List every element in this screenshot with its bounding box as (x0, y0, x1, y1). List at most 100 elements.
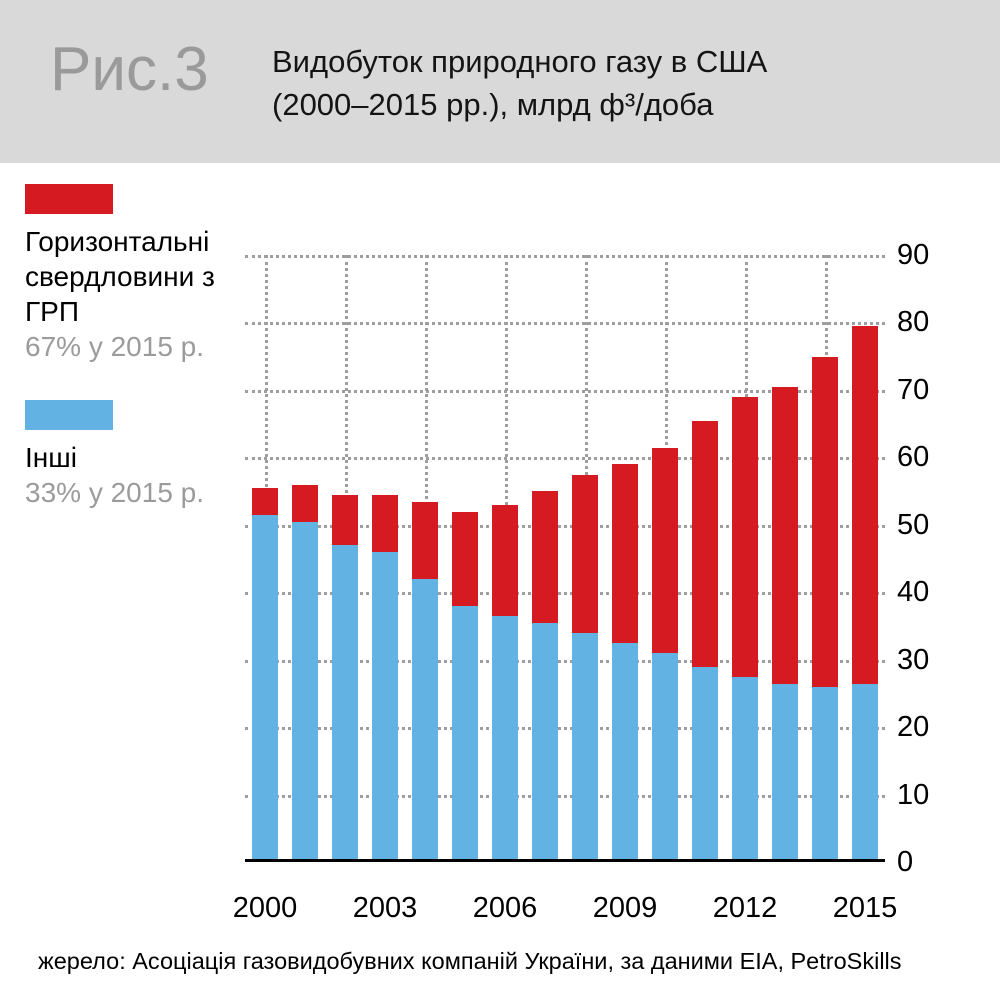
chart-title-line2: (2000–2015 рр.), млрд ф³/доба (272, 87, 714, 122)
gridline-horizontal (245, 389, 885, 393)
x-tick-label: 2006 (472, 892, 538, 924)
y-tick-label: 70 (897, 373, 930, 406)
source-note: жерело: Асоціація газовидобувних компані… (38, 948, 902, 974)
gridline-horizontal (245, 524, 885, 528)
x-tick-label (525, 892, 565, 925)
bar-segment-other (732, 676, 758, 859)
legend-item-other: Інші 33% у 2015 р. (25, 400, 250, 510)
bar-group (325, 255, 365, 859)
bar-group (405, 255, 445, 859)
legend-label: Горизонтальні свердловини з ГРП (25, 226, 215, 327)
bar-group (285, 255, 325, 859)
bar-segment-other (852, 683, 878, 859)
bar-group (245, 255, 285, 859)
legend-swatch-blue (25, 400, 113, 430)
bar-segment-horizontal-wells (452, 511, 478, 607)
bar-segment-horizontal-wells (292, 484, 318, 522)
gridline-horizontal (245, 592, 885, 596)
x-tick-label: 2009 (592, 892, 658, 924)
x-tick-label (285, 892, 325, 925)
y-tick-label: 0 (897, 846, 914, 878)
chart-title-line1: Видобуток природного газу в США (272, 44, 768, 79)
stacked-bar (812, 356, 838, 859)
bar-segment-other (372, 552, 398, 859)
legend-sub-label: 67% у 2015 р. (25, 331, 205, 362)
bar-segment-other (652, 653, 678, 859)
gridline-horizontal (245, 794, 885, 798)
gridline-horizontal (245, 727, 885, 731)
legend-item-horizontal-wells: Горизонтальні свердловини з ГРП 67% у 20… (25, 184, 250, 364)
bar-group (765, 255, 805, 859)
stacked-bar (852, 326, 878, 859)
bar-group (445, 255, 485, 859)
bar-segment-horizontal-wells (852, 326, 878, 684)
y-axis: 0 10 20 30 40 50 60 70 80 90 (897, 239, 972, 878)
x-tick-label (645, 892, 685, 925)
bar-group (645, 255, 685, 859)
y-tick-label: 60 (897, 441, 930, 474)
bar-segment-horizontal-wells (492, 504, 518, 617)
bar-segment-other (492, 616, 518, 859)
stacked-bar (572, 474, 598, 859)
bar-segment-horizontal-wells (412, 501, 438, 580)
bar-group (565, 255, 605, 859)
x-tick-label: 2003 (352, 892, 418, 924)
bar-segment-other (692, 666, 718, 859)
stacked-bar (252, 488, 278, 859)
bar-segment-other (812, 687, 838, 859)
stacked-bar (452, 511, 478, 859)
x-tick-label: 2000 (232, 892, 298, 924)
bar-segment-horizontal-wells (692, 420, 718, 667)
y-tick-label: 40 (897, 576, 930, 609)
stacked-bar (492, 504, 518, 859)
y-tick-label: 50 (897, 508, 930, 541)
figure-number: Рис.3 (50, 35, 209, 104)
bar-group (725, 255, 765, 859)
bar-segment-horizontal-wells (772, 386, 798, 684)
y-tick-label: 80 (897, 306, 930, 339)
gridline-horizontal (245, 659, 885, 663)
bar-group (365, 255, 405, 859)
x-tick-label: 2015 (832, 892, 898, 924)
header-band: Рис.3 Видобуток природного газу в США (2… (0, 0, 1000, 163)
bar-segment-horizontal-wells (652, 447, 678, 654)
stacked-bar (652, 447, 678, 859)
stacked-bar (732, 397, 758, 859)
gridline-horizontal (245, 457, 885, 461)
y-tick-label: 30 (897, 643, 930, 676)
bar-group (525, 255, 565, 859)
bar-segment-horizontal-wells (572, 474, 598, 634)
bar-group (805, 255, 845, 859)
bar-segment-other (332, 545, 358, 859)
bar-segment-other (252, 515, 278, 859)
bar-group (605, 255, 645, 859)
bar-segment-horizontal-wells (252, 488, 278, 516)
x-axis: 2000 2003 2006 2009 2012 2015 (232, 892, 898, 925)
bar-segment-horizontal-wells (372, 494, 398, 553)
bar-segment-horizontal-wells (332, 494, 358, 546)
x-tick-label (405, 892, 445, 925)
bar-segment-other (572, 633, 598, 859)
bar-segment-other (292, 521, 318, 859)
stacked-bar (612, 464, 638, 859)
chart-title: Видобуток природного газу в США (2000–20… (272, 40, 767, 126)
x-tick-label: 2012 (712, 892, 778, 924)
bars-layer (245, 255, 885, 859)
x-tick-label (765, 892, 805, 925)
bar-segment-other (612, 643, 638, 859)
legend-sub-label: 33% у 2015 р. (25, 477, 205, 508)
stacked-bar (412, 501, 438, 859)
stacked-bar (372, 494, 398, 859)
stacked-bar (772, 386, 798, 859)
gridline-horizontal (245, 255, 885, 258)
bar-segment-horizontal-wells (812, 356, 838, 688)
legend: Горизонтальні свердловини з ГРП 67% у 20… (25, 184, 250, 510)
legend-label: Інші (25, 442, 77, 473)
bar-segment-other (412, 579, 438, 859)
stacked-bar (532, 491, 558, 859)
bar-group (685, 255, 725, 859)
bar-segment-horizontal-wells (532, 491, 558, 623)
stacked-bar (292, 484, 318, 859)
stacked-bar (692, 420, 718, 859)
